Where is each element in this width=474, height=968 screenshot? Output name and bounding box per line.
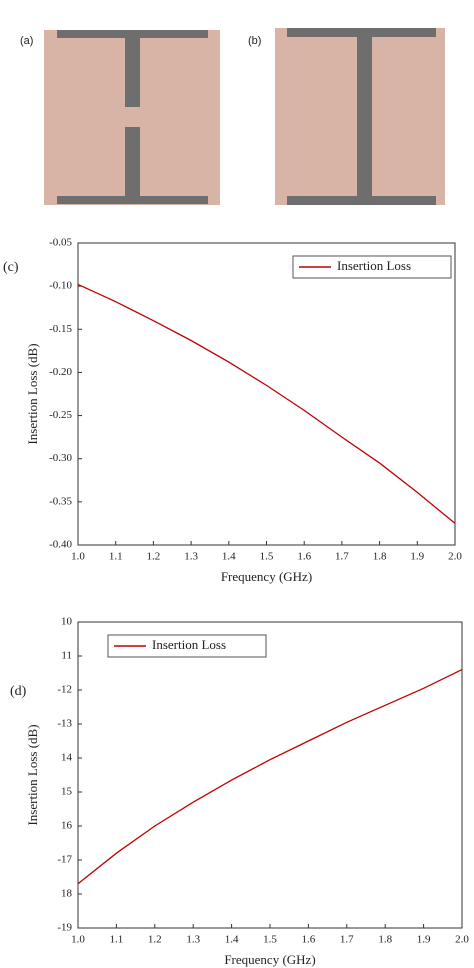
x-tick-label: 1.3: [184, 551, 198, 563]
x-tick-label: 1.3: [186, 934, 200, 946]
chart: (d) 1.0 1.1 1.2 1.3 1.4 1.5 1.6 1.7 1.8 1.9 2.0 -19 1…: [10, 616, 469, 967]
strip: [125, 127, 140, 202]
x-tick-label: 1.9: [410, 551, 424, 563]
panel-label: (c): [3, 260, 19, 275]
x-axis-label: Frequency (GHz): [221, 569, 312, 584]
x-tick-label: 1.4: [222, 551, 236, 563]
legend-label: Insertion Loss: [152, 637, 226, 652]
x-tick-label: 1.6: [297, 551, 311, 563]
x-tick-label: 1.5: [260, 551, 274, 563]
y-tick-label: -0.25: [49, 409, 72, 421]
x-tick-label: 1.8: [378, 934, 392, 946]
chart: (c) 1.0 1.1 1.2 1.3 1.4 1.5 1.6 1.7 1.8 1.9 2.0 -0.4…: [3, 237, 462, 584]
y-tick-label: -19: [57, 922, 72, 934]
x-tick-label: 1.1: [109, 551, 123, 563]
panel-label: (b): [248, 35, 261, 47]
y-axis-label: Insertion Loss (dB): [25, 724, 40, 825]
legend-box: [292, 255, 452, 279]
strip: [125, 30, 140, 107]
y-tick-label: -12: [57, 684, 72, 696]
y-tick-label: 10: [61, 616, 73, 628]
x-tick-label: 1.1: [110, 934, 124, 946]
y-tick-label: 16: [61, 820, 73, 832]
y-tick-label: -17: [57, 854, 72, 866]
x-axis-label: Frequency (GHz): [224, 952, 315, 967]
y-tick-label: -0.15: [49, 323, 72, 335]
x-tick-label: 2.0: [455, 934, 469, 946]
x-tick-label: 1.2: [147, 551, 161, 563]
plot-frame: [77, 242, 456, 546]
x-tick-label: 1.8: [373, 551, 387, 563]
plot-frame: [77, 621, 463, 929]
data-line: [77, 283, 456, 524]
x-tick-label: 1.7: [340, 934, 354, 946]
x-tick-label: 1.0: [71, 934, 85, 946]
y-tick-label: -0.20: [49, 366, 72, 378]
y-tick-label: -0.10: [49, 280, 72, 292]
y-tick-label: 14: [61, 752, 73, 764]
y-tick-label: -13: [57, 718, 72, 730]
x-tick-label: 1.0: [71, 551, 85, 563]
y-tick-label: -0.30: [49, 452, 72, 464]
panel-label: (d): [10, 684, 27, 699]
x-tick-label: 1.5: [263, 934, 277, 946]
y-axis-label: Insertion Loss (dB): [25, 343, 40, 444]
x-tick-label: 2.0: [448, 551, 462, 563]
y-tick-label: -0.40: [49, 539, 72, 551]
x-tick-label: 1.7: [335, 551, 349, 563]
x-tick-label: 1.6: [302, 934, 316, 946]
data-line: [77, 669, 463, 885]
y-tick-label: 18: [61, 888, 73, 900]
legend-label: Insertion Loss: [337, 258, 411, 273]
diagram-a: (a): [20, 30, 220, 205]
strip: [57, 196, 208, 204]
y-tick-label: 11: [61, 650, 72, 662]
y-tick-label: -0.35: [49, 495, 72, 507]
x-tick-label: 1.2: [148, 934, 162, 946]
y-tick-label: 15: [61, 786, 73, 798]
strip: [357, 28, 372, 205]
legend-box: [107, 634, 267, 658]
x-tick-label: 1.4: [225, 934, 239, 946]
panel-label: (a): [20, 35, 33, 47]
y-tick-label: -0.05: [49, 237, 72, 249]
x-tick-label: 1.9: [417, 934, 431, 946]
diagram-b: (b): [248, 28, 445, 205]
strip: [287, 196, 436, 205]
